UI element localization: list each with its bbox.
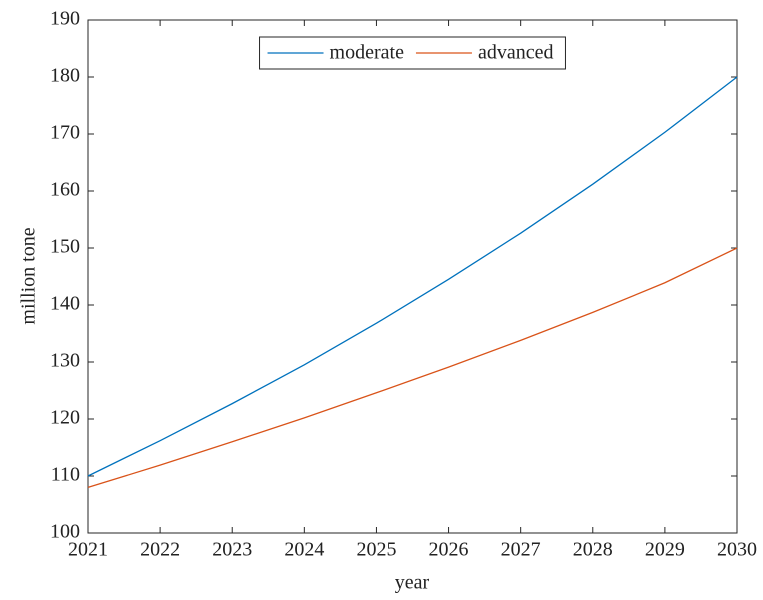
y-tick-label: 180 (50, 65, 80, 87)
x-tick-label: 2027 (501, 539, 541, 561)
y-tick-label: 160 (50, 179, 80, 201)
y-tick-label: 120 (50, 407, 80, 429)
legend-label: advanced (478, 42, 554, 64)
line-series (87, 247, 738, 489)
y-tick-label: 100 (50, 521, 80, 543)
x-tick-label: 2029 (645, 539, 685, 561)
x-tick-label: 2030 (717, 539, 757, 561)
legend: moderate advanced (259, 36, 566, 70)
y-tick-label: 110 (51, 464, 80, 486)
x-tick-label: 2026 (429, 539, 469, 561)
y-tick-label: 150 (50, 236, 80, 258)
x-tick-label: 2028 (573, 539, 613, 561)
y-axis-label: million tone (18, 227, 40, 324)
legend-box (259, 36, 566, 70)
y-tick-label: 140 (50, 293, 80, 315)
plot-area (87, 19, 738, 534)
x-tick-label: 2025 (356, 539, 396, 561)
x-axis-label: year (395, 572, 430, 594)
y-tick-label: 170 (50, 122, 80, 144)
x-tick-label: 2024 (284, 539, 324, 561)
x-tick-label: 2021 (68, 539, 108, 561)
y-tick-label: 190 (50, 8, 80, 30)
y-tick-label: 130 (50, 350, 80, 372)
line-series (87, 76, 738, 477)
x-tick-label: 2023 (212, 539, 252, 561)
legend-label: moderate (330, 42, 405, 64)
x-tick-label: 2022 (140, 539, 180, 561)
